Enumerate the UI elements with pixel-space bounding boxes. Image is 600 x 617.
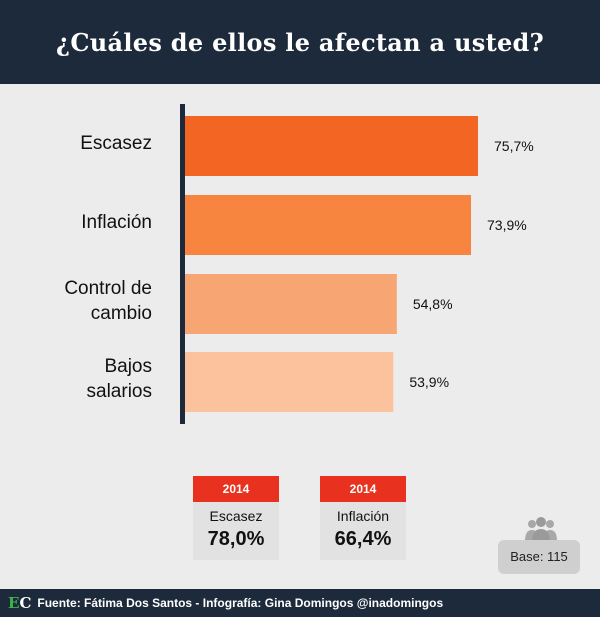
chart-title: ¿Cuáles de ellos le afectan a usted? — [55, 27, 544, 57]
stat-body: Inflación 66,4% — [320, 502, 406, 560]
stat-value: 66,4% — [334, 528, 392, 550]
value-label-4: 53,9% — [409, 374, 449, 390]
ec-logo: EC — [8, 594, 31, 612]
bar-chart: 75,7% 73,9% 54,8% 53,9% — [180, 104, 534, 424]
chart-area: 75,7% 73,9% 54,8% 53,9% Escasez Inflación Con… — [0, 84, 600, 454]
value-label-2: 73,9% — [487, 217, 527, 233]
stat-year: 2014 — [320, 476, 406, 502]
logo-letter-e: E — [8, 594, 20, 612]
category-label-line: Bajos — [104, 356, 152, 377]
category-label-2: Inflación — [2, 210, 152, 235]
stat-card-escasez: 2014 Escasez 78,0% — [193, 476, 279, 560]
stat-body: Escasez 78,0% — [193, 502, 279, 560]
category-label-line: Escasez — [80, 132, 152, 154]
base-count: Base: 115 — [498, 540, 580, 574]
people-icon — [525, 517, 557, 543]
stat-name: Inflación — [336, 508, 390, 524]
value-label-3: 54,8% — [413, 296, 453, 312]
category-label-line: salarios — [86, 381, 152, 402]
logo-letter-c: C — [19, 594, 32, 612]
y-axis-line — [180, 104, 185, 424]
footer: EC Fuente: Fátima Dos Santos - Infografí… — [0, 589, 600, 617]
value-label-1: 75,7% — [494, 138, 534, 154]
bar-1 — [184, 116, 478, 176]
category-label-line: cambio — [90, 303, 152, 324]
category-label-line: Inflación — [81, 211, 152, 233]
stat-year: 2014 — [193, 476, 279, 502]
category-label-line: Control de — [64, 278, 152, 299]
chart-header: ¿Cuáles de ellos le afectan a usted? — [0, 0, 600, 84]
bar-3 — [184, 274, 397, 334]
footer-credits: Fuente: Fátima Dos Santos - Infografía: … — [37, 596, 444, 610]
category-label-4: Bajos salarios — [2, 354, 152, 404]
category-label-1: Escasez — [2, 131, 152, 156]
stat-value: 78,0% — [207, 528, 265, 550]
bar-4 — [184, 352, 394, 412]
bar-2 — [184, 195, 472, 255]
stat-card-inflacion: 2014 Inflación 66,4% — [320, 476, 406, 560]
stat-name: Escasez — [209, 508, 263, 524]
category-label-3: Control de cambio — [2, 276, 152, 326]
